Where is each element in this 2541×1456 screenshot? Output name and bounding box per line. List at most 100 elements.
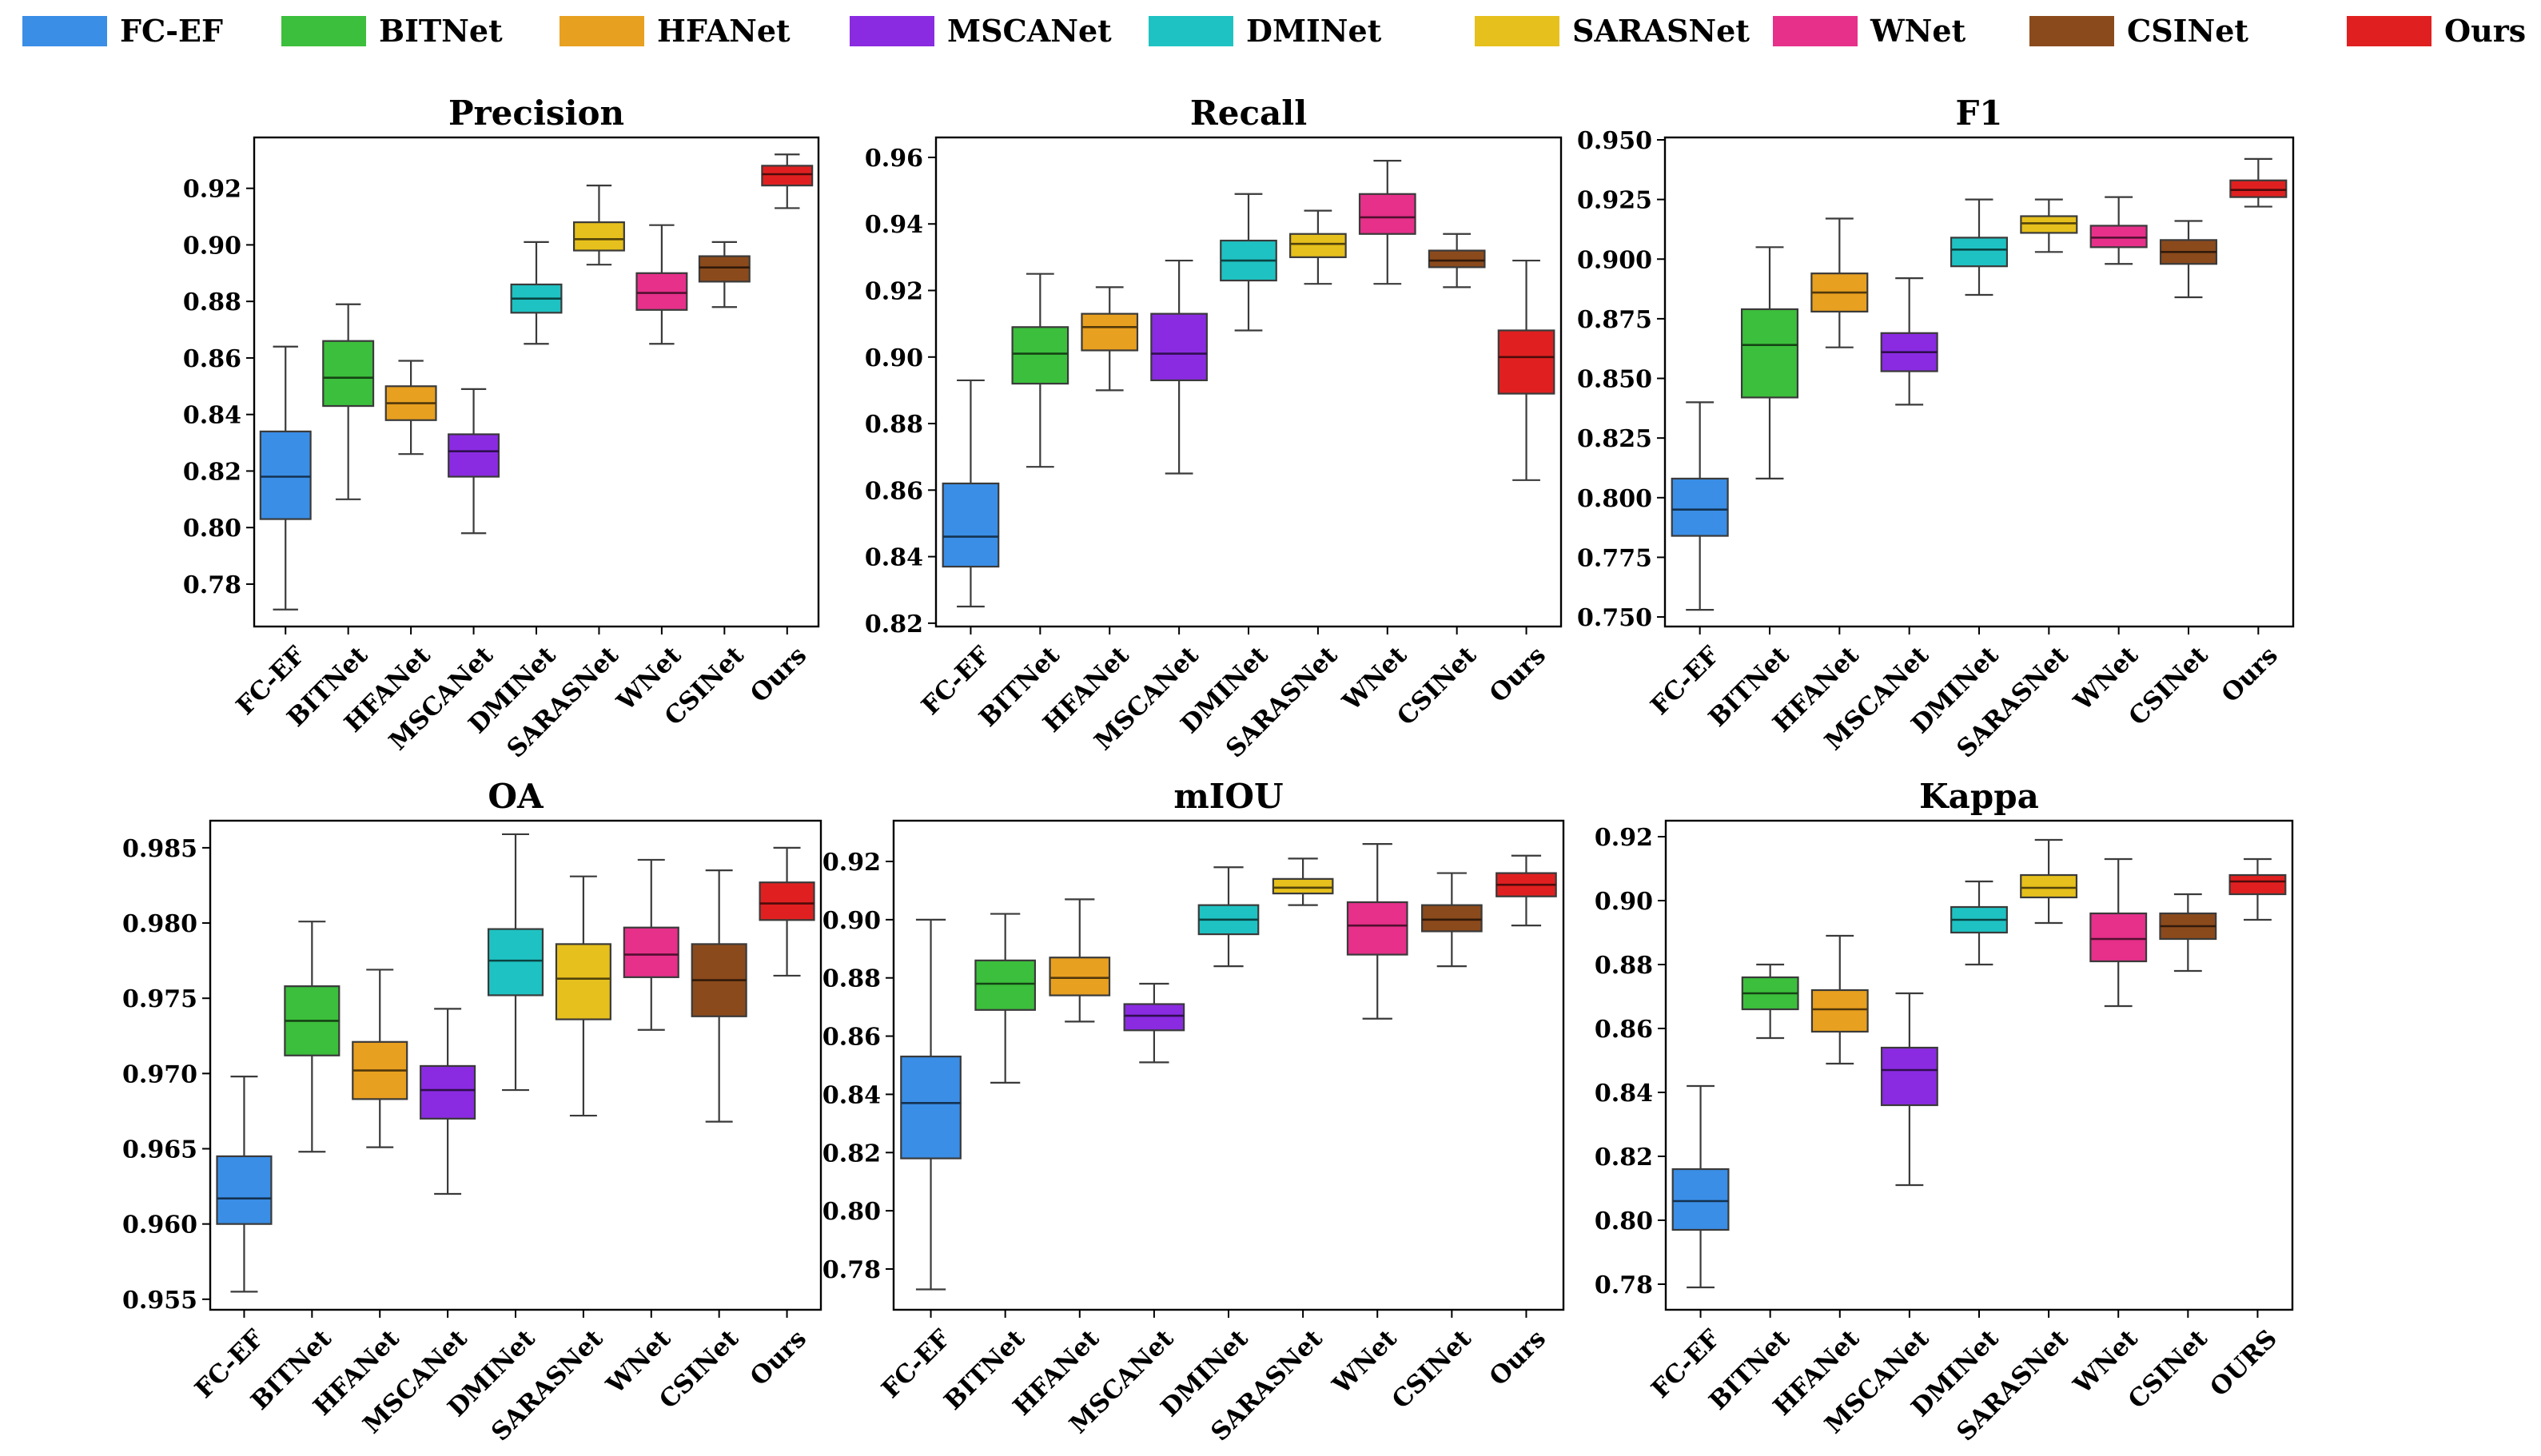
iqr-box-fc-ef (1671, 1168, 1730, 1231)
x-category-label-csinet: CSINet (1387, 1324, 1478, 1415)
box-dminet (510, 241, 563, 345)
box-dminet (1950, 198, 2009, 296)
legend-label-csinet: CSINet (2127, 13, 2248, 49)
iqr-box-csinet (698, 255, 751, 283)
iqr-box-csinet (1420, 904, 1483, 933)
y-tick-label: 0.78 (822, 1256, 881, 1284)
iqr-box-hfanet (1081, 312, 1139, 352)
box-mscanet (1880, 277, 1938, 406)
y-tick-label: 0.84 (183, 402, 241, 430)
box-bitnet (1740, 246, 1799, 480)
iqr-box-hfanet (1049, 957, 1111, 997)
y-tick-label: 0.92 (865, 278, 923, 306)
box-mscanet (1880, 992, 1938, 1187)
y-tick-label: 0.80 (822, 1198, 881, 1226)
legend-item-mscanet: MSCANet (850, 13, 1112, 49)
box-bitnet (1011, 273, 1069, 468)
iqr-box-mscanet (420, 1064, 476, 1120)
legend-item-csinet: CSINet (2029, 13, 2248, 49)
box-fc-ef (900, 918, 962, 1291)
y-tick-label: 0.88 (183, 288, 241, 316)
y-tick-label: 0.82 (822, 1140, 881, 1168)
box-hfanet (384, 360, 437, 455)
legend-label-wnet: WNet (1870, 13, 1966, 49)
y-tick-label: 0.960 (122, 1211, 197, 1239)
iqr-box-ours (761, 165, 814, 187)
box-dminet (487, 833, 544, 1092)
plot-frame-precision (253, 136, 820, 628)
box-fc-ef (942, 379, 1000, 608)
y-tick-label: 0.84 (865, 544, 923, 572)
iqr-box-ours (2229, 179, 2288, 198)
y-tick-label: 0.84 (1595, 1080, 1653, 1108)
iqr-box-sarasnet (1272, 877, 1334, 895)
box-csinet (1428, 233, 1486, 288)
box-hfanet (1810, 934, 1869, 1065)
box-ours (759, 846, 815, 977)
panel-f1: F1 0.750 0.775 0.800 0.825 0.850 0.875 0.900 0.9… (1577, 93, 2295, 764)
legend-item-sarasnet: SARASNet (1475, 13, 1750, 49)
legend-swatch-hfanet (560, 16, 644, 46)
iqr-box-sarasnet (555, 943, 611, 1020)
legend-item-fc-ef: FC-EF (22, 13, 223, 49)
y-tick-label: 0.980 (122, 910, 197, 938)
x-category-label-ours: Ours (745, 641, 812, 708)
plot-frame-oa (209, 819, 822, 1311)
y-tick-label: 0.950 (1577, 127, 1652, 155)
legend-swatch-mscanet (850, 16, 934, 46)
y-tick-label: 0.80 (183, 515, 241, 543)
box-ours (761, 153, 814, 209)
iqr-box-ours (2228, 873, 2287, 896)
iqr-box-mscanet (1880, 1046, 1938, 1107)
x-category-label-ours: OURS (2204, 1324, 2283, 1402)
y-tick-label: 0.900 (1577, 246, 1652, 274)
legend-item-bitnet: BITNet (281, 13, 503, 49)
legend-swatch-csinet (2029, 16, 2114, 46)
y-tick-label: 0.955 (122, 1287, 197, 1315)
box-mscanet (448, 388, 500, 535)
iqr-box-dminet (487, 928, 544, 997)
box-sarasnet (1289, 209, 1347, 285)
y-tick-label: 0.750 (1577, 604, 1652, 632)
box-sarasnet (2020, 198, 2078, 253)
iqr-box-wnet (2089, 225, 2148, 249)
box-mscanet (1150, 259, 1208, 475)
box-hfanet (1810, 217, 1869, 348)
iqr-box-bitnet (1011, 326, 1069, 385)
box-sarasnet (1272, 857, 1334, 906)
panel-miou: mIOU0.780.800.820.840.860.880.900.92FC-E… (822, 777, 1565, 1447)
y-tick-label: 0.825 (1577, 425, 1652, 453)
iqr-box-fc-ef (216, 1155, 273, 1225)
x-category-label-csinet: CSINet (2123, 641, 2214, 732)
legend-swatch-sarasnet (1475, 16, 1559, 46)
iqr-box-sarasnet (2020, 215, 2078, 234)
box-csinet (1420, 872, 1483, 968)
y-tick-label: 0.96 (865, 145, 923, 173)
legend-label-ours: Ours (2444, 13, 2526, 49)
box-ours (1497, 259, 1555, 481)
box-hfanet (1049, 898, 1111, 1023)
y-tick-label: 0.78 (183, 571, 241, 599)
box-ours (2228, 857, 2287, 921)
y-tick-label: 0.82 (1595, 1144, 1653, 1172)
y-tick-label: 0.975 (122, 985, 197, 1013)
legend: FC-EF BITNet HFANet MSCANet DMINet SARASNet WN… (22, 13, 2526, 49)
box-csinet (2159, 893, 2217, 973)
plot-frame-recall (934, 136, 1563, 628)
iqr-box-wnet (1358, 193, 1416, 235)
y-tick-label: 0.90 (822, 907, 881, 935)
y-tick-label: 0.775 (1577, 544, 1652, 572)
iqr-box-fc-ef (259, 430, 312, 520)
legend-label-sarasnet: SARASNet (1572, 13, 1750, 49)
panel-kappa: Kappa0.780.800.820.840.860.880.900.92FC-… (1595, 777, 2294, 1447)
box-ours (2229, 157, 2288, 208)
y-tick-label: 0.985 (122, 835, 197, 863)
panel-title-recall: Recall (1190, 93, 1307, 133)
y-tick-label: 0.92 (1595, 824, 1653, 852)
box-csinet (691, 869, 747, 1123)
legend-label-mscanet: MSCANet (947, 13, 1112, 49)
legend-item-dminet: DMINet (1149, 13, 1382, 49)
y-tick-label: 0.90 (865, 344, 923, 372)
box-dminet (1950, 880, 2008, 966)
iqr-box-mscanet (1150, 312, 1208, 382)
